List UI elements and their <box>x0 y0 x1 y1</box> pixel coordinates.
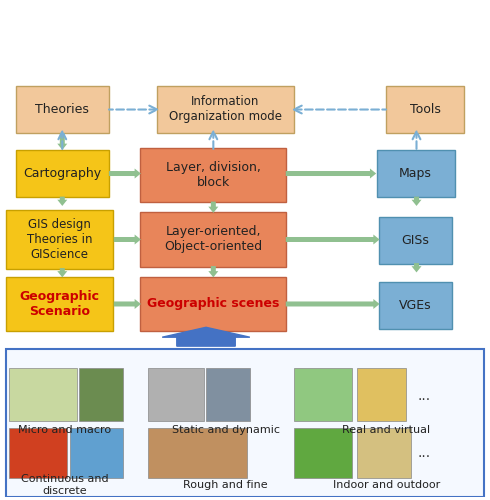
Bar <box>9 428 67 478</box>
Text: Maps: Maps <box>399 168 432 180</box>
FancyArrow shape <box>162 328 250 346</box>
Bar <box>147 368 203 420</box>
Text: Static and dynamic: Static and dynamic <box>172 426 279 436</box>
Text: Micro and macro: Micro and macro <box>18 426 111 436</box>
FancyBboxPatch shape <box>16 86 109 133</box>
Bar <box>357 428 411 478</box>
Text: Layer, division,
block: Layer, division, block <box>166 161 261 189</box>
Bar <box>294 428 352 478</box>
Text: Theories: Theories <box>35 103 89 116</box>
Text: Tools: Tools <box>410 103 441 116</box>
Text: ...: ... <box>418 388 431 402</box>
FancyBboxPatch shape <box>140 276 287 332</box>
FancyBboxPatch shape <box>386 86 464 133</box>
Text: Cartography: Cartography <box>23 168 101 180</box>
FancyBboxPatch shape <box>379 282 452 329</box>
Text: Layer-oriented,
Object-oriented: Layer-oriented, Object-oriented <box>164 226 262 254</box>
Text: Continuous and
discrete: Continuous and discrete <box>21 474 109 496</box>
Bar <box>357 368 406 420</box>
Bar <box>206 368 250 420</box>
FancyBboxPatch shape <box>6 348 484 498</box>
Bar <box>147 428 247 478</box>
FancyBboxPatch shape <box>16 150 109 198</box>
Text: Real and virtual: Real and virtual <box>342 426 430 436</box>
Text: Geographic
Scenario: Geographic Scenario <box>20 290 100 318</box>
Bar <box>79 368 123 420</box>
FancyBboxPatch shape <box>379 217 452 264</box>
Text: Geographic scenes: Geographic scenes <box>147 298 279 310</box>
FancyBboxPatch shape <box>140 148 287 203</box>
FancyBboxPatch shape <box>6 210 114 270</box>
Text: Information
Organization mode: Information Organization mode <box>169 96 282 124</box>
FancyBboxPatch shape <box>376 150 455 198</box>
Text: GIS design
Theories in
GIScience: GIS design Theories in GIScience <box>27 218 93 261</box>
Text: ...: ... <box>418 446 431 460</box>
FancyBboxPatch shape <box>157 86 294 133</box>
Text: GISs: GISs <box>402 234 429 247</box>
Bar <box>70 428 123 478</box>
Bar <box>294 368 352 420</box>
Text: Rough and fine: Rough and fine <box>183 480 268 490</box>
Text: Indoor and outdoor: Indoor and outdoor <box>333 480 440 490</box>
Bar <box>9 368 77 420</box>
FancyBboxPatch shape <box>6 276 114 332</box>
Text: VGEs: VGEs <box>399 298 432 312</box>
FancyBboxPatch shape <box>140 212 287 267</box>
